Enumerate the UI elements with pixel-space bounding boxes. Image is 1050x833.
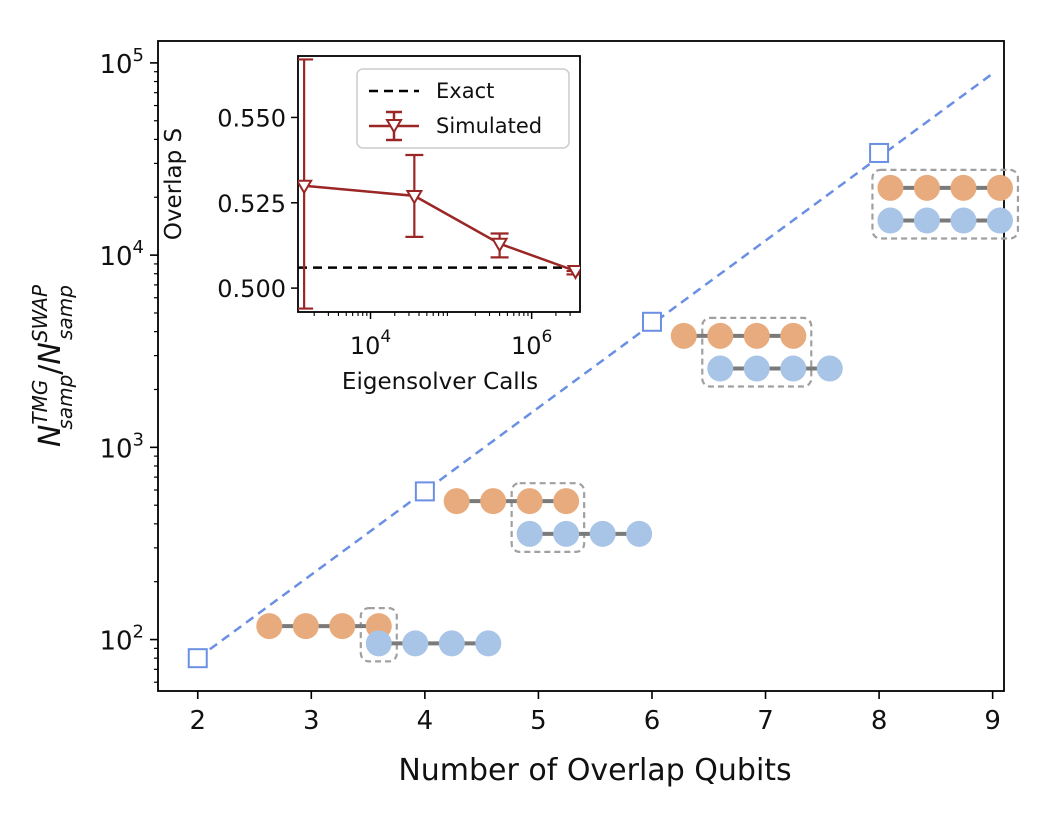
qubit-top [443,488,470,515]
qubit-top [292,613,319,640]
qubit-top [329,613,356,640]
qubit-top [986,174,1013,201]
main-y-tick-label: 104 [99,237,144,272]
main-x-tick-label: 9 [984,706,1001,736]
main-x-axis-title: Number of Overlap Qubits [398,753,791,788]
legend-simulated-swatch [369,110,419,142]
data-point-square [869,142,890,163]
inset-x-tick-label: 104 [350,327,391,360]
qubit-bottom [780,355,807,382]
main-plot-frame [157,40,1005,692]
ylabel-base-1: N [33,425,68,447]
overlap-box [701,316,813,388]
simulated-point [298,179,313,195]
main-y-axis-title: NTMGsamp/NSWAPsamp [28,284,77,447]
qubit-top [670,322,697,349]
qubit-bottom [950,207,977,234]
ylabel-slash: / [33,364,68,375]
qubit-bottom [707,355,734,382]
main-x-tick-label: 6 [644,706,661,736]
inset-x-axis-title: Eigensolver Calls [342,369,538,395]
qubit-bottom [816,355,843,382]
qubit-bottom [626,520,653,547]
legend-simulated-label: Simulated [436,114,542,138]
ylabel-sup-1: TMG [28,380,52,425]
qubit-top [480,488,507,515]
legend-exact-label: Exact [436,79,494,103]
qubit-top [877,174,904,201]
qubit-bottom [402,630,429,657]
ylabel-base-2: N [33,342,68,364]
simulated-point [654,259,668,271]
qubit-bottom [365,630,392,657]
qubit-bottom [475,630,502,657]
main-axes-ticks: 2 3 4 5 6 7 8 9 102 103 104 105 [99,45,1000,736]
inset-x-tick-label: 106 [511,327,552,360]
legend-box [356,68,570,149]
qubit-bottom [877,207,904,234]
main-y-tick-label: 105 [99,45,144,80]
simulated-point [405,189,424,205]
main-x-tick-label: 3 [303,706,320,736]
main-x-tick-label: 8 [871,706,888,736]
main-series [187,72,994,669]
qubit-bottom [553,520,580,547]
qubit-top [780,322,807,349]
data-point-square [641,311,662,332]
overlap-box [359,607,398,663]
main-y-tick-label: 102 [99,622,144,657]
inset-y-axis-title: Overlap S [161,128,187,240]
ylabel-sub-1: samp [53,375,77,430]
ylabel-sup-2: SWAP [28,284,52,342]
data-point-square [414,481,435,502]
qubit-bottom [516,520,543,547]
main-x-tick-label: 7 [757,706,774,736]
qubit-top [950,174,977,201]
qubit-bottom [438,630,465,657]
inset-legend: Exact Simulated [356,68,570,149]
qubit-bottom [986,207,1013,234]
inset-y-tick-label: 0.550 [217,104,286,132]
simulated-point [566,265,580,281]
qubit-bottom [913,207,940,234]
overlap-box [871,168,1020,240]
inset-axes-ticks: 0.500 0.525 0.550 104 106 [217,104,571,360]
main-x-tick-label: 5 [530,706,547,736]
qubit-bottom [589,520,616,547]
qubit-top [707,322,734,349]
qubit-top [743,322,770,349]
qubit-diagrams [256,168,1020,663]
qubit-top [256,613,283,640]
inset-series [298,58,668,310]
qubit-top [553,488,580,515]
main-x-tick-label: 2 [189,706,206,736]
simulated-point [490,237,509,253]
inset-y-tick-label: 0.500 [217,275,286,303]
qubit-top [516,488,543,515]
overlap-box [510,482,586,553]
data-point-square [187,648,208,669]
qubit-top [913,174,940,201]
inset-y-tick-label: 0.525 [217,190,286,218]
ylabel-sub-2: samp [53,285,77,340]
qubit-bottom [743,355,770,382]
main-x-tick-label: 4 [417,706,434,736]
main-y-tick-label: 103 [99,429,144,464]
